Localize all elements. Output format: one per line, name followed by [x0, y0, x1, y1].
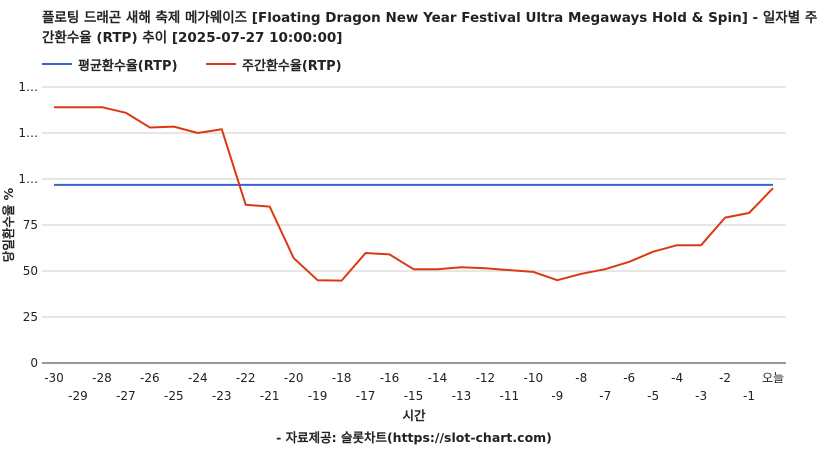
x-tick-label: -10 — [524, 371, 544, 385]
x-tick-label: -14 — [428, 371, 448, 385]
x-axis-ticks: -30-29-28-27-26-25-24-23-22-21-20-19-18-… — [44, 371, 784, 403]
x-tick-label: -11 — [500, 389, 520, 403]
legend-swatch-average — [42, 63, 72, 65]
y-tick-label: 1… — [18, 126, 38, 140]
y-axis-label: 당일환수율 % — [1, 187, 16, 262]
y-tick-label: 1… — [18, 172, 38, 186]
legend-swatch-weekly — [206, 63, 237, 65]
x-tick-label: -3 — [695, 389, 707, 403]
x-tick-label: -2 — [719, 371, 731, 385]
x-tick-label: -7 — [599, 389, 611, 403]
x-tick-label: -21 — [260, 389, 280, 403]
x-tick-label: -26 — [140, 371, 160, 385]
x-tick-label: -25 — [164, 389, 184, 403]
x-tick-label: -9 — [551, 389, 563, 403]
legend-item-weekly[interactable]: 주간환수율(RTP) — [206, 55, 342, 74]
x-tick-label: -1 — [743, 389, 755, 403]
legend: 평균환수율(RTP) 주간환수율(RTP) — [42, 54, 366, 74]
x-tick-label: -30 — [44, 371, 64, 385]
series-line-weekly — [54, 106, 774, 282]
x-tick-label: -18 — [332, 371, 352, 385]
y-tick-label: 25 — [23, 310, 38, 324]
x-tick-label: -13 — [452, 389, 472, 403]
x-tick-label: -24 — [188, 371, 208, 385]
x-tick-label: -17 — [356, 389, 376, 403]
y-tick-label: 50 — [23, 264, 38, 278]
x-tick-label: -29 — [68, 389, 88, 403]
legend-label-weekly: 주간환수율(RTP) — [242, 58, 342, 74]
x-tick-label: -27 — [116, 389, 136, 403]
legend-item-average[interactable]: 평균환수율(RTP) — [42, 55, 178, 74]
source-footer: - 자료제공: 슬롯차트(https://slot-chart.com) — [276, 430, 552, 445]
x-tick-label: -8 — [575, 371, 587, 385]
series-lines — [54, 106, 774, 282]
x-tick-label: -23 — [212, 389, 232, 403]
legend-label-average: 평균환수율(RTP) — [78, 58, 178, 74]
x-tick-label: -28 — [92, 371, 112, 385]
x-tick-label: -20 — [284, 371, 304, 385]
x-tick-label: -22 — [236, 371, 256, 385]
x-tick-label: -19 — [308, 389, 328, 403]
y-axis-ticks: 0 25 50 75 1… 1… 1… — [18, 80, 38, 370]
x-tick-label: -12 — [476, 371, 496, 385]
x-tick-label: -15 — [404, 389, 424, 403]
y-tick-label: 75 — [23, 218, 38, 232]
y-tick-label: 1… — [18, 80, 38, 94]
y-tick-label: 0 — [30, 356, 38, 370]
x-tick-label: 오늘 — [762, 371, 784, 385]
chart-title: 플로팅 드래곤 새해 축제 메가웨이즈 [Floating Dragon New… — [42, 10, 818, 46]
x-tick-label: -16 — [380, 371, 400, 385]
x-tick-label: -5 — [647, 389, 659, 403]
x-tick-label: -6 — [623, 371, 635, 385]
x-tick-label: -4 — [671, 371, 683, 385]
x-axis-label: 시간 — [402, 408, 426, 423]
grid-lines — [42, 86, 786, 364]
